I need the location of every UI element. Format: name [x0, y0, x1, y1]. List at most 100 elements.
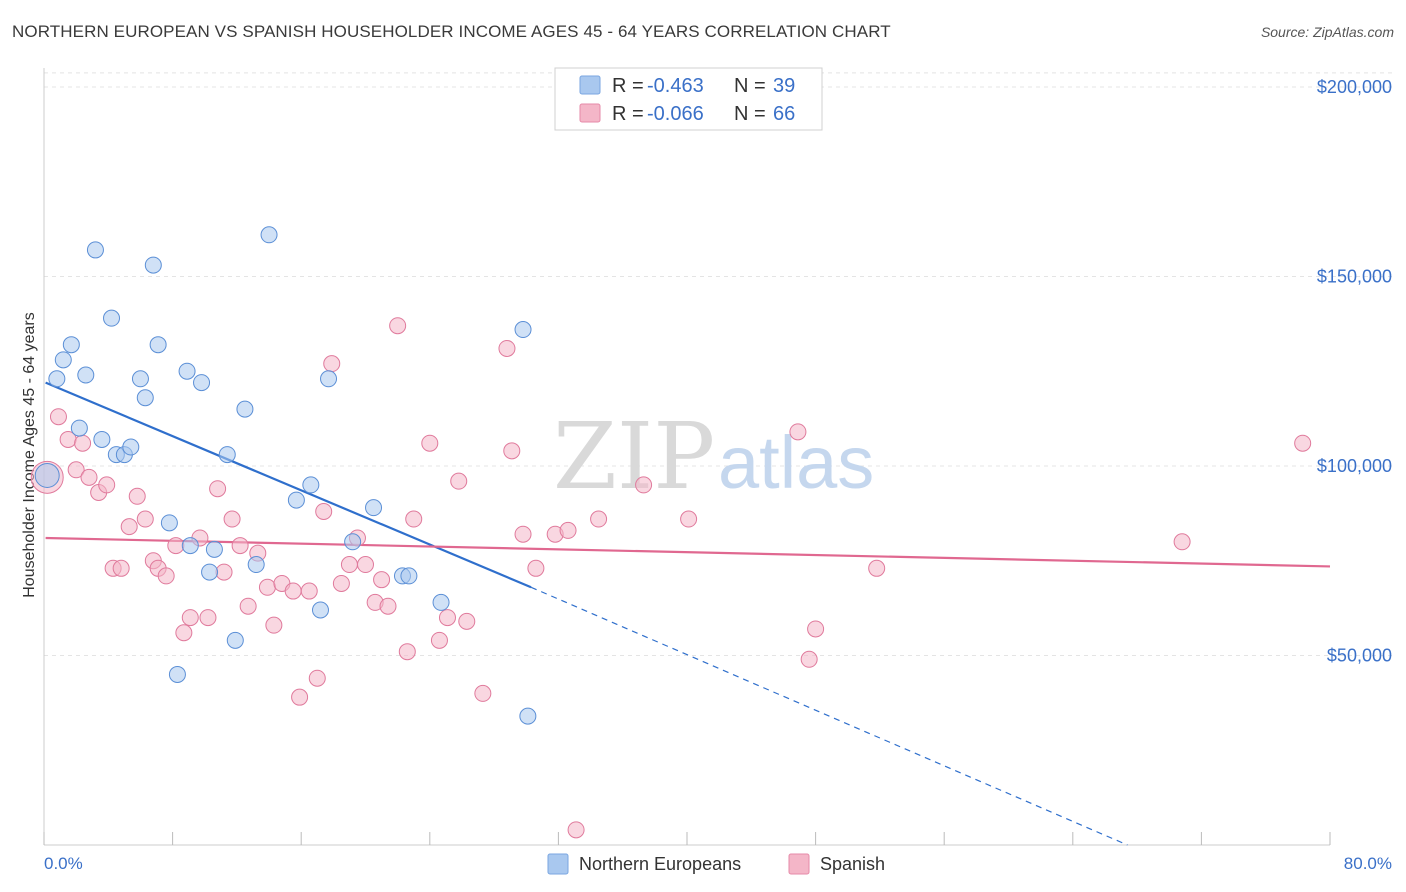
data-point-spanish	[868, 559, 886, 577]
data-point-spanish	[450, 472, 468, 490]
data-point-spanish	[49, 408, 67, 426]
y-tick-label: $100,000	[1317, 456, 1392, 476]
data-point-northern	[77, 366, 95, 384]
data-point-northern	[218, 446, 236, 464]
data-point-spanish	[389, 317, 407, 335]
y-tick-label: $200,000	[1317, 77, 1392, 97]
data-point-spanish	[291, 688, 309, 706]
data-point-spanish	[300, 582, 318, 600]
data-point-northern	[86, 241, 104, 259]
data-point-spanish	[559, 521, 577, 539]
data-point-northern	[144, 256, 162, 274]
data-point-northern	[400, 567, 418, 585]
data-point-spanish	[405, 510, 423, 528]
legend-n-label-northern: N =	[734, 75, 766, 97]
data-point-spanish	[527, 559, 545, 577]
data-point-spanish	[474, 684, 492, 702]
data-point-northern	[236, 400, 254, 418]
data-point-northern	[168, 665, 186, 683]
source-credit: Source: ZipAtlas.com	[1260, 24, 1394, 40]
data-point-spanish	[67, 461, 85, 479]
data-point-spanish	[74, 434, 92, 452]
legend-swatch-spanish	[579, 103, 601, 123]
data-point-northern	[93, 430, 111, 448]
legend-bottom-label-spanish: Spanish	[820, 854, 885, 874]
legend-r-label-northern: R =	[612, 75, 644, 97]
x-tick-label-max: 80.0%	[1344, 854, 1392, 873]
data-point-northern	[226, 631, 244, 649]
data-point-spanish	[209, 480, 227, 498]
watermark-zip: ZIP	[553, 403, 715, 510]
data-point-northern	[149, 336, 167, 354]
data-point-northern	[311, 601, 329, 619]
data-point-spanish	[98, 476, 116, 494]
data-point-northern	[136, 389, 154, 407]
data-point-northern	[178, 362, 196, 380]
data-point-spanish	[223, 510, 241, 528]
trend-line-spanish	[45, 536, 1331, 568]
data-point-spanish	[80, 468, 98, 486]
data-point-northern	[181, 537, 199, 555]
legend-n-label-spanish: N =	[734, 103, 766, 125]
data-point-spanish	[112, 559, 130, 577]
data-point-northern	[287, 491, 305, 509]
data-point-spanish	[498, 339, 516, 357]
data-point-northern	[302, 476, 320, 494]
data-point-northern	[103, 309, 121, 327]
data-point-spanish	[800, 650, 818, 668]
legend-bottom-swatch-spanish	[788, 853, 810, 875]
y-tick-labels: $50,000 $100,000 $150,000 $200,000	[1317, 77, 1392, 666]
data-point-northern	[48, 370, 66, 388]
data-point-spanish	[430, 631, 448, 649]
legend-r-value-spanish: -0.066	[647, 103, 704, 125]
data-point-spanish	[357, 556, 374, 574]
data-point-northern	[54, 351, 72, 369]
legend-n-value-spanish: 66	[773, 103, 795, 125]
data-point-northern	[160, 514, 178, 532]
data-point-spanish	[231, 537, 249, 555]
chart-title: NORTHERN EUROPEAN VS SPANISH HOUSEHOLDER…	[12, 22, 891, 41]
data-point-spanish	[175, 624, 193, 642]
data-point-spanish	[332, 574, 350, 592]
x-tick-label-min: 0.0%	[44, 854, 83, 873]
data-point-spanish	[373, 571, 391, 589]
data-point-spanish	[1173, 533, 1191, 551]
data-point-spanish	[379, 597, 397, 615]
data-point-spanish	[514, 525, 532, 543]
watermark: ZIP atlas	[553, 403, 874, 510]
data-point-northern	[365, 499, 383, 517]
legend-swatch-northern	[579, 75, 601, 95]
data-point-spanish	[590, 510, 608, 528]
data-point-spanish	[323, 355, 341, 373]
data-point-spanish	[308, 669, 326, 687]
data-point-northern	[70, 419, 88, 437]
data-point-northern	[131, 370, 149, 388]
data-point-spanish	[265, 616, 283, 634]
data-point-spanish	[680, 510, 698, 528]
data-point-spanish	[215, 563, 233, 581]
data-point-northern	[247, 556, 265, 574]
x-ticks	[43, 832, 1331, 845]
data-point-spanish	[438, 609, 456, 627]
data-point-northern	[62, 336, 80, 354]
data-point-northern	[205, 540, 223, 558]
data-point-spanish	[157, 567, 175, 585]
data-point-spanish	[458, 612, 476, 630]
data-point-spanish	[128, 487, 146, 505]
data-point-spanish	[807, 620, 825, 638]
trend-lines	[45, 381, 1331, 846]
data-point-spanish	[136, 510, 154, 528]
data-point-northern	[193, 374, 211, 392]
data-point-spanish	[258, 578, 276, 596]
data-point-spanish	[239, 597, 257, 615]
legend-series: Northern Europeans Spanish	[547, 853, 885, 875]
data-point-northern	[320, 370, 338, 388]
data-point-spanish	[167, 537, 185, 555]
data-point-spanish	[421, 434, 439, 452]
data-point-spanish	[503, 442, 521, 460]
data-point-northern	[122, 438, 140, 456]
data-point-spanish	[567, 821, 585, 839]
legend-n-value-northern: 39	[773, 75, 795, 97]
trend-line-northern	[45, 381, 532, 589]
trend-line-extension-northern	[530, 586, 1128, 846]
